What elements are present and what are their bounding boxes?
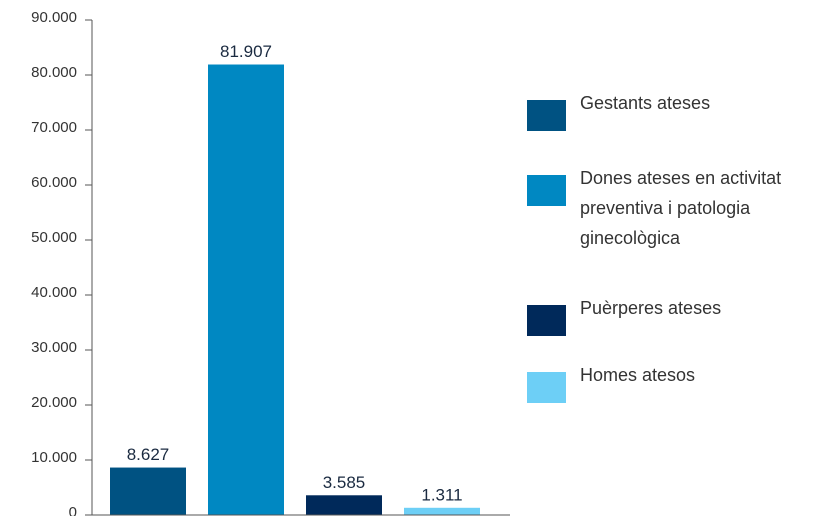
bar [306, 495, 382, 515]
y-tick-label: 40.000 [31, 284, 77, 301]
legend-label: Gestants ateses [580, 93, 711, 113]
legend-label: Puèrperes ateses [580, 298, 722, 318]
bar [208, 64, 284, 515]
y-tick-label: 30.000 [31, 339, 77, 356]
bar [404, 507, 480, 515]
y-tick-label: 50.000 [31, 229, 77, 246]
legend-item: Puèrperes ateses [527, 298, 820, 336]
legend-swatch [527, 372, 566, 403]
y-tick-label: 0 [69, 504, 77, 516]
value-label: 81.907 [220, 42, 272, 61]
legend-swatch [527, 175, 566, 206]
legend-swatch [527, 305, 566, 336]
y-tick-label: 60.000 [31, 174, 77, 191]
legend-label: Dones ateses en activitat preventiva i p… [580, 168, 782, 248]
legend-label: Homes atesos [580, 365, 696, 385]
y-tick-label: 80.000 [31, 64, 77, 81]
y-tick-label: 70.000 [31, 119, 77, 136]
y-tick-label: 90.000 [31, 9, 77, 26]
y-tick-label: 20.000 [31, 394, 77, 411]
bar [110, 467, 186, 515]
y-tick-label: 10.000 [31, 449, 77, 466]
value-label: 8.627 [127, 445, 170, 464]
legend-item: Gestants ateses [527, 93, 820, 131]
value-label: 3.585 [323, 473, 366, 492]
legend-item: Homes atesos [527, 365, 820, 403]
legend-item: Dones ateses en activitat preventiva i p… [527, 168, 820, 253]
value-label: 1.311 [421, 485, 462, 504]
legend-swatch [527, 100, 566, 131]
